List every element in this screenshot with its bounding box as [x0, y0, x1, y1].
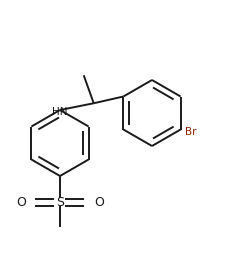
Text: HN: HN — [52, 107, 68, 117]
Text: Br: Br — [185, 126, 196, 136]
Text: O: O — [16, 196, 26, 209]
Text: S: S — [56, 196, 64, 209]
Text: O: O — [94, 196, 104, 209]
